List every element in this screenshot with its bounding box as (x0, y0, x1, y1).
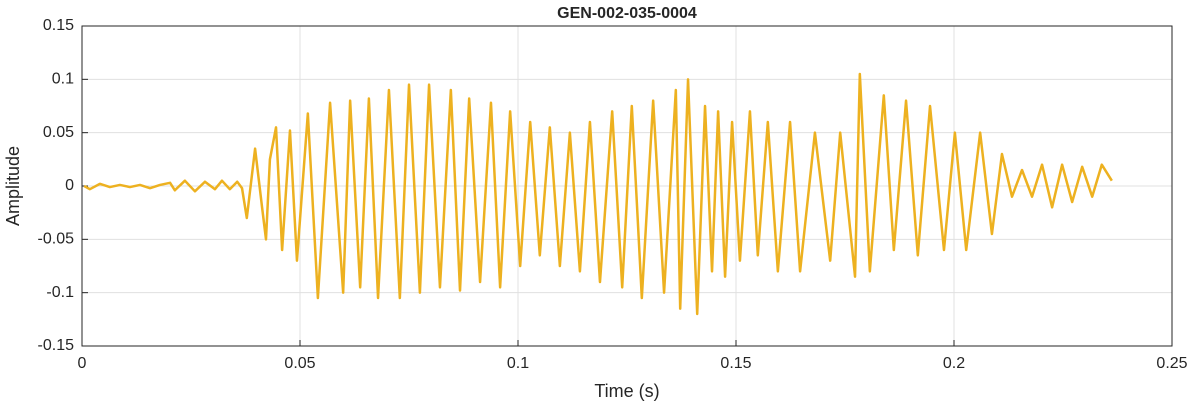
y-tick-label: -0.05 (38, 231, 75, 248)
marks (83, 72, 1113, 316)
x-tick-label: 0.15 (720, 355, 751, 372)
y-tick-label: -0.15 (38, 337, 75, 354)
x-tick-label: 0.25 (1156, 355, 1187, 372)
chart-title: GEN-002-035-0004 (557, 5, 697, 22)
y-tick-label: 0 (65, 177, 74, 194)
waveform-line (83, 72, 1113, 316)
y-tick-label: 0.1 (52, 71, 74, 88)
y-tick-label: 0.15 (43, 17, 74, 34)
x-tick-label: 0 (78, 355, 87, 372)
axes-box (81, 25, 1173, 347)
x-tick-label: 0.1 (507, 355, 529, 372)
y-tick-label: 0.05 (43, 124, 74, 141)
x-axis-label: Time (s) (594, 381, 659, 401)
y-axis-label: Amplitude (3, 146, 23, 226)
x-tick-label: 0.05 (284, 355, 315, 372)
x-tick-label: 0.2 (943, 355, 965, 372)
y-tick-label: -0.1 (46, 284, 74, 301)
